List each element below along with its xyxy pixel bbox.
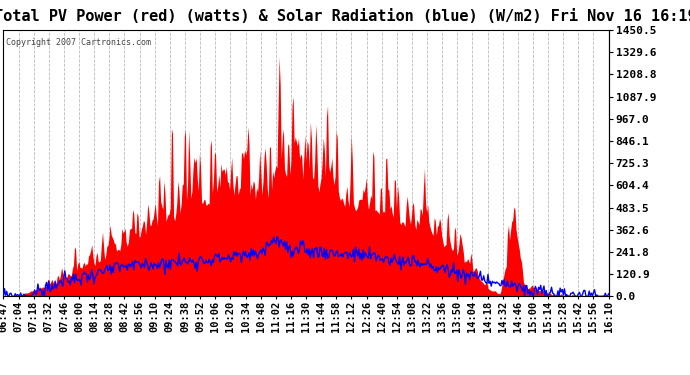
- Text: Copyright 2007 Cartronics.com: Copyright 2007 Cartronics.com: [6, 38, 152, 47]
- Text: Total PV Power (red) (watts) & Solar Radiation (blue) (W/m2) Fri Nov 16 16:19: Total PV Power (red) (watts) & Solar Rad…: [0, 9, 690, 24]
